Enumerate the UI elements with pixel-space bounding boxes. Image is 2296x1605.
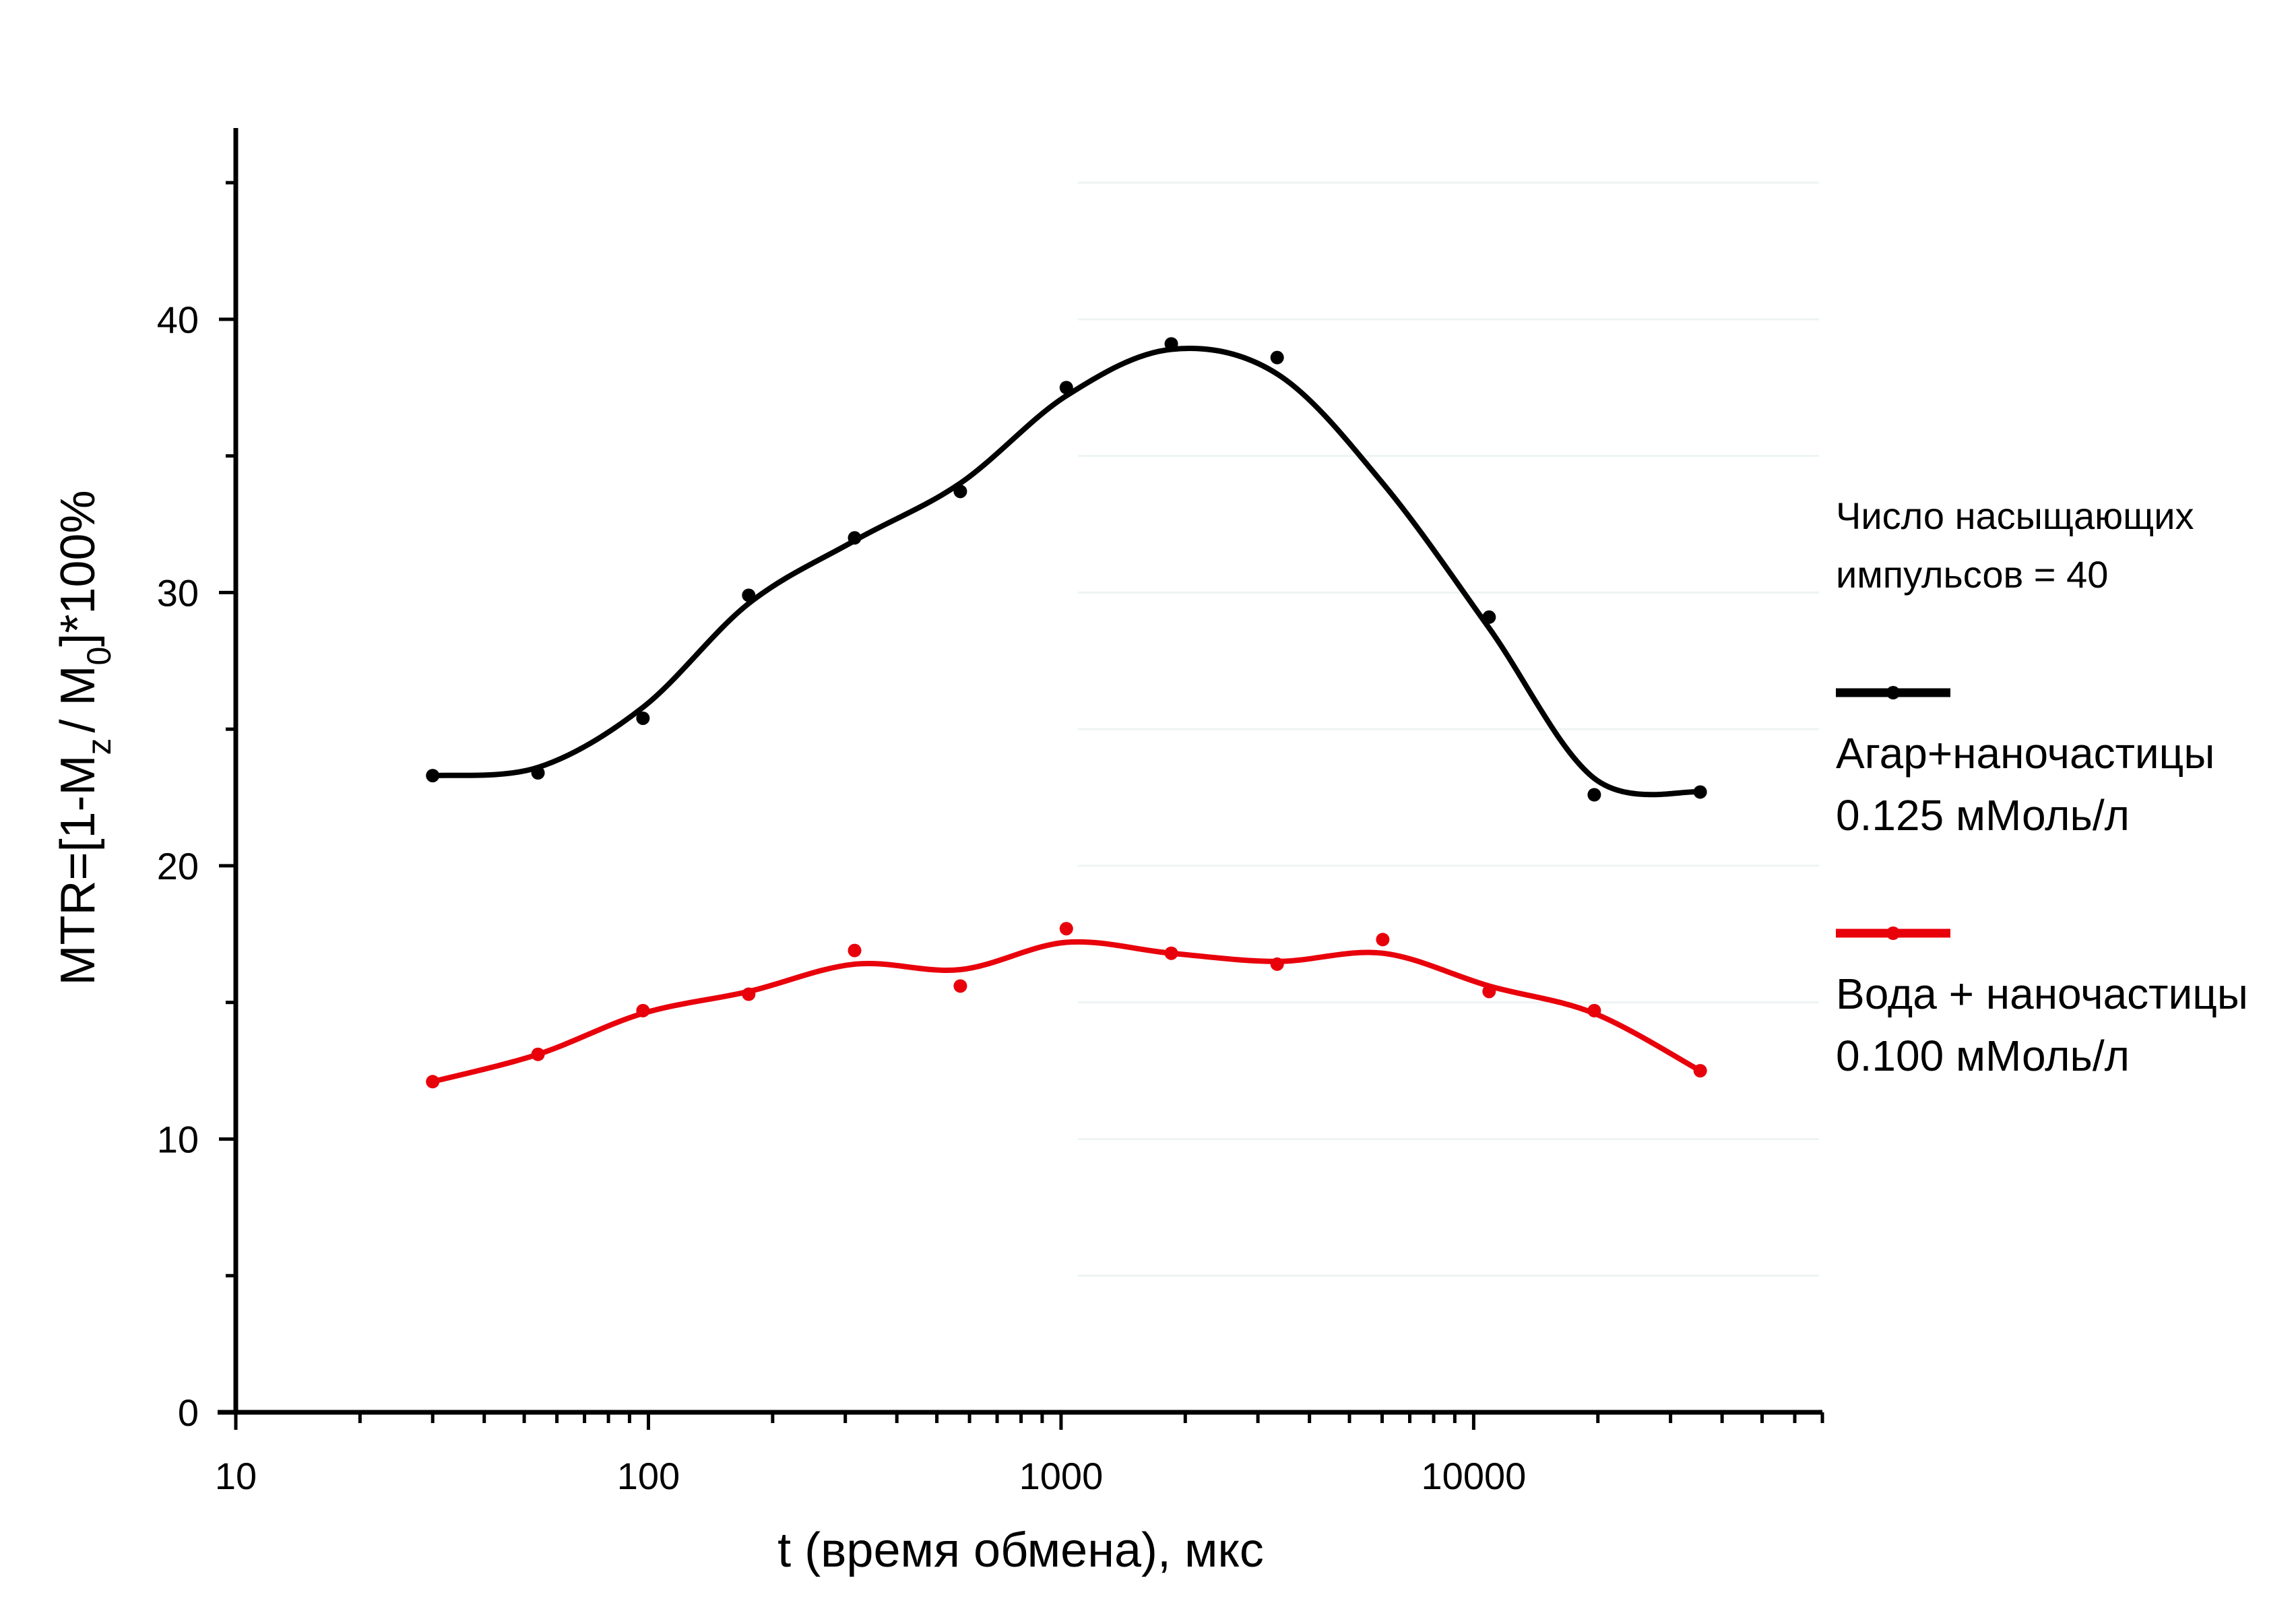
y-axis-title: MTR=[1-Mz/ M0]*100% — [51, 491, 118, 986]
x-tick-label: 100 — [617, 1455, 680, 1497]
legend-note-line-1: Число насыщающих — [1836, 495, 2194, 537]
legend-label-water-line-1: Вода + наночастицы — [1836, 970, 2248, 1018]
data-point-0 — [1059, 381, 1073, 395]
data-point-1 — [1376, 933, 1390, 947]
data-point-0 — [531, 766, 545, 780]
data-point-1 — [1693, 1064, 1707, 1078]
y-axis-title-sub-0: 0 — [80, 647, 118, 666]
data-point-1 — [636, 1003, 650, 1017]
data-point-0 — [1587, 788, 1601, 802]
legend: Число насыщающих импульсов = 40 Агар+нан… — [1836, 495, 2248, 1080]
data-point-0 — [1270, 350, 1284, 365]
data-point-1 — [1270, 957, 1284, 971]
y-tick-label: 40 — [157, 298, 199, 341]
x-tick-label: 10000 — [1422, 1455, 1527, 1497]
data-point-0 — [636, 711, 650, 725]
data-point-0 — [1693, 785, 1707, 799]
series-line-1 — [430, 939, 1703, 1085]
data-point-0 — [953, 484, 967, 499]
data-point-0 — [848, 531, 862, 545]
data-point-1 — [1059, 922, 1073, 936]
data-point-0 — [426, 769, 440, 783]
series-line-0 — [430, 346, 1703, 798]
data-point-1 — [426, 1075, 440, 1089]
data-point-1 — [953, 979, 967, 993]
data-point-0 — [1164, 337, 1178, 351]
series-1 — [426, 922, 1707, 1089]
legend-label-agar-line-2: 0.125 мМоль/л — [1836, 791, 2130, 840]
data-point-1 — [531, 1047, 545, 1061]
y-axis-title-sub-z: z — [80, 738, 118, 755]
y-tick-label: 0 — [178, 1391, 199, 1434]
series-0 — [426, 337, 1707, 802]
legend-marker-agar — [1886, 686, 1900, 699]
y-tick-label: 20 — [157, 845, 199, 887]
x-tick-label: 1000 — [1019, 1455, 1104, 1497]
data-point-1 — [1164, 946, 1178, 960]
data-point-1 — [848, 943, 862, 957]
legend-marker-water — [1886, 926, 1900, 940]
y-ticks: 0 10 20 30 40 — [157, 181, 236, 1434]
axes — [218, 128, 1822, 1415]
x-ticks: 10 100 1000 10000 — [215, 1412, 1824, 1497]
data-point-0 — [1482, 610, 1496, 624]
legend-note-line-2: импульсов = 40 — [1836, 553, 2108, 596]
y-tick-label: 30 — [157, 571, 199, 614]
y-tick-label: 10 — [157, 1118, 199, 1160]
legend-label-water-line-2: 0.100 мМоль/л — [1836, 1032, 2130, 1080]
series-layer — [426, 337, 1707, 1089]
plot-area — [1078, 181, 1819, 1277]
legend-label-agar-line-1: Агар+наночастицы — [1836, 729, 2214, 778]
data-point-1 — [742, 987, 756, 1001]
data-point-0 — [742, 588, 756, 602]
data-point-1 — [1587, 1003, 1601, 1017]
x-axis-title: t (время обмена), мкс — [777, 1523, 1264, 1577]
data-point-1 — [1482, 984, 1496, 999]
x-tick-label: 10 — [215, 1455, 257, 1497]
